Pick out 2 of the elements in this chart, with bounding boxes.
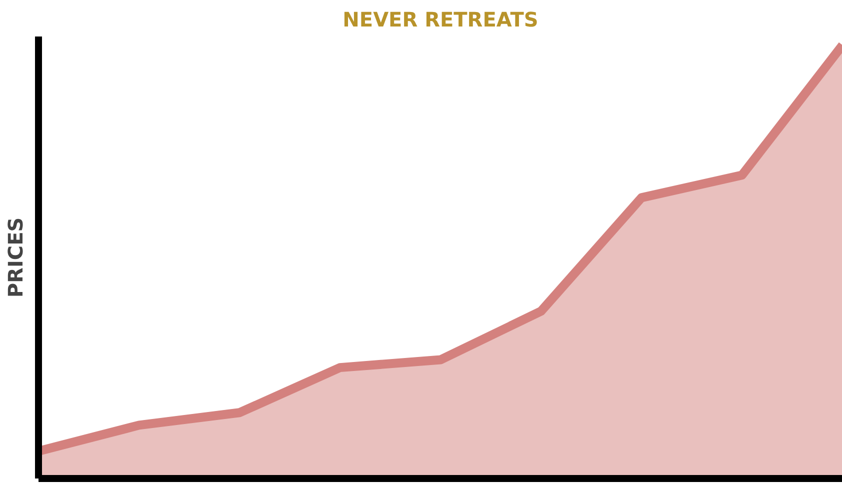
y-axis-title: PRICES: [4, 217, 28, 298]
chart-title: NEVER RETREATS: [342, 8, 538, 32]
